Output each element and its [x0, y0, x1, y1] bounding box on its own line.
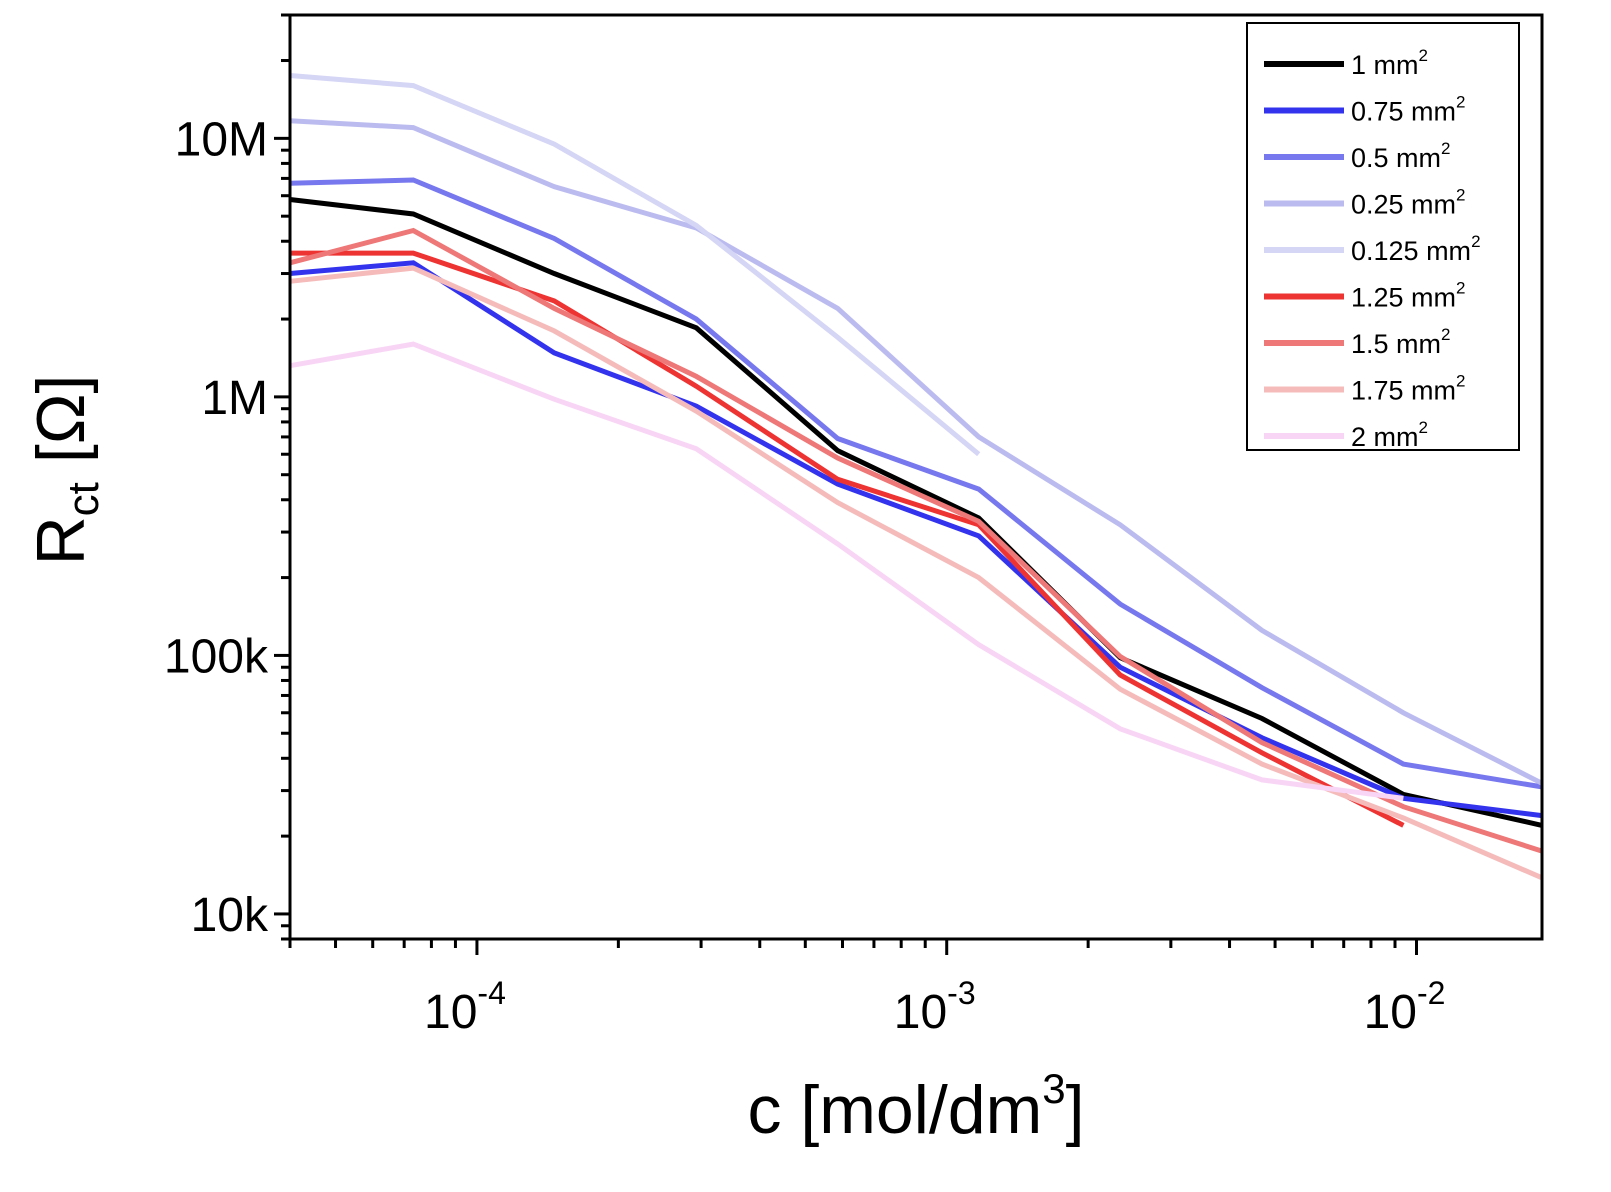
legend-label-4: 0.25 mm2: [1351, 186, 1466, 220]
x-tick-label: 10-4: [424, 975, 506, 1039]
x-axis-title: c [mol/dm3]: [748, 1065, 1085, 1148]
legend-label-6: 1.25 mm2: [1351, 279, 1466, 313]
legend-box: [1246, 22, 1520, 451]
x-tick-label: 10-3: [894, 975, 976, 1039]
legend: 1 mm2 0.75 mm2 0.5 mm2 0.25 mm2 0.125 mm2 1.2…: [1246, 22, 1520, 452]
series-line-9: [289, 341, 1404, 801]
legend-label-7: 1.5 mm2: [1351, 325, 1451, 359]
y-axis-title: Rct [Ω]: [23, 375, 108, 566]
series-line-2: [289, 260, 1543, 819]
series-line-3: [289, 177, 1543, 790]
legend-label-3: 0.5 mm2: [1351, 139, 1451, 173]
y-tick-label: 1M: [201, 372, 268, 425]
legend-label-1: 1 mm2: [1351, 46, 1428, 80]
series-line-5: [289, 73, 981, 457]
y-axis-title-subscript: ct: [59, 482, 108, 516]
tick-labels: 10-4 10-3 10-2 10k 100k 1M 10M: [164, 113, 1446, 1039]
plot-frame: [288, 13, 1544, 941]
legend-label-5: 0.125 mm2: [1351, 232, 1481, 266]
y-tick-label: 10M: [175, 113, 268, 166]
series-line-7: [289, 227, 1543, 854]
series-lines: [289, 73, 1544, 881]
series-line-4: [289, 118, 1544, 786]
legend-label-2: 0.75 mm2: [1351, 93, 1466, 127]
y-tick-label: 10k: [191, 889, 269, 942]
series-line-6: [290, 250, 1405, 828]
y-tick-label: 100k: [164, 630, 269, 683]
legend-label-8: 1.75 mm2: [1351, 372, 1466, 406]
x-axis-title-superscript: 3: [1042, 1065, 1065, 1112]
series-line-1: [289, 197, 1543, 828]
legend-label-9: 2 mm2: [1351, 418, 1428, 452]
x-tick-label: 10-2: [1364, 975, 1446, 1039]
